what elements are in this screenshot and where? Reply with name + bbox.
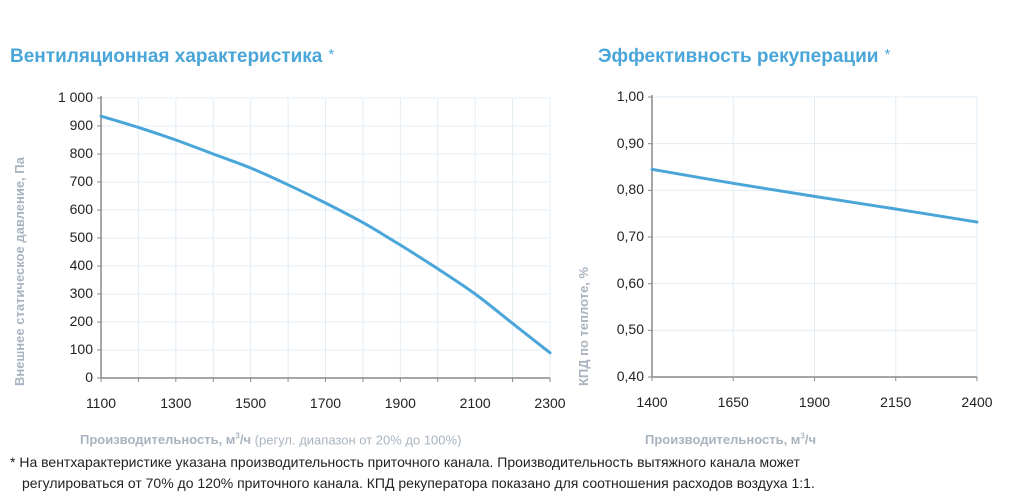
x-tick-label: 1900: [384, 395, 416, 411]
right-y-axis-label: КПД по теплоте, %: [576, 266, 591, 386]
charts-canvas: [97, 95, 979, 382]
y-tick-label: 1,00: [616, 88, 644, 104]
left-x-axis-label: Производительность, м3/ч (регул. диапазо…: [80, 432, 462, 448]
y-tick-label: 0,80: [616, 181, 644, 198]
y-tick-label: 0,70: [616, 228, 644, 244]
x-tick-label: 1100: [85, 395, 117, 411]
x-tick-label: 2400: [961, 394, 993, 410]
footnote-line-1: * На вентхарактеристике указана производ…: [10, 454, 800, 470]
y-tick-label: 300: [69, 285, 93, 301]
y-tick-label: 0,50: [616, 321, 644, 338]
y-tick-label: 0,90: [616, 134, 644, 151]
y-tick-label: 800: [69, 145, 93, 161]
x-tick-label: 1700: [309, 395, 342, 411]
right-title-text: Эффективность рекуперации: [598, 46, 879, 67]
y-tick-label: 900: [69, 117, 93, 133]
x-tick-label: 1900: [798, 394, 831, 410]
y-tick-label: 400: [69, 257, 93, 273]
x-tick-label: 1300: [160, 395, 192, 411]
right-chart-title: Эффективность рекуперации *: [598, 46, 890, 68]
y-tick-label: 1 000: [57, 89, 93, 105]
x-tick-label: 2300: [534, 395, 566, 411]
footnote-line-2: регулироваться от 70% до 120% приточного…: [22, 475, 815, 491]
x-tick-label: 1650: [717, 394, 749, 410]
y-tick-label: 0,60: [616, 274, 644, 291]
y-tick-label: 500: [69, 229, 93, 245]
left-y-axis-label: Внешнее статическое давление, Па: [12, 157, 27, 386]
footnote: * На вентхарактеристике указана производ…: [10, 452, 1000, 494]
asterisk: *: [328, 46, 335, 63]
right-x-axis-label: Производительность, м3/ч: [645, 432, 817, 448]
left-title-text: Вентиляционная характеристика: [10, 46, 323, 67]
asterisk: *: [884, 46, 891, 63]
y-tick-label: 0,40: [616, 368, 644, 384]
y-tick-label: 0: [85, 369, 93, 385]
x-tick-label: 1500: [235, 395, 267, 411]
left-chart-title: Вентиляционная характеристика *: [10, 46, 334, 68]
x-tick-label: 2100: [459, 395, 491, 411]
data-line: [650, 167, 979, 224]
x-tick-label: 2150: [880, 394, 912, 410]
y-tick-label: 200: [69, 313, 93, 329]
x-tick-label: 1400: [636, 394, 668, 410]
y-tick-label: 600: [69, 201, 93, 217]
y-tick-label: 100: [69, 341, 93, 357]
y-tick-label: 700: [69, 173, 93, 189]
data-line: [99, 114, 552, 355]
